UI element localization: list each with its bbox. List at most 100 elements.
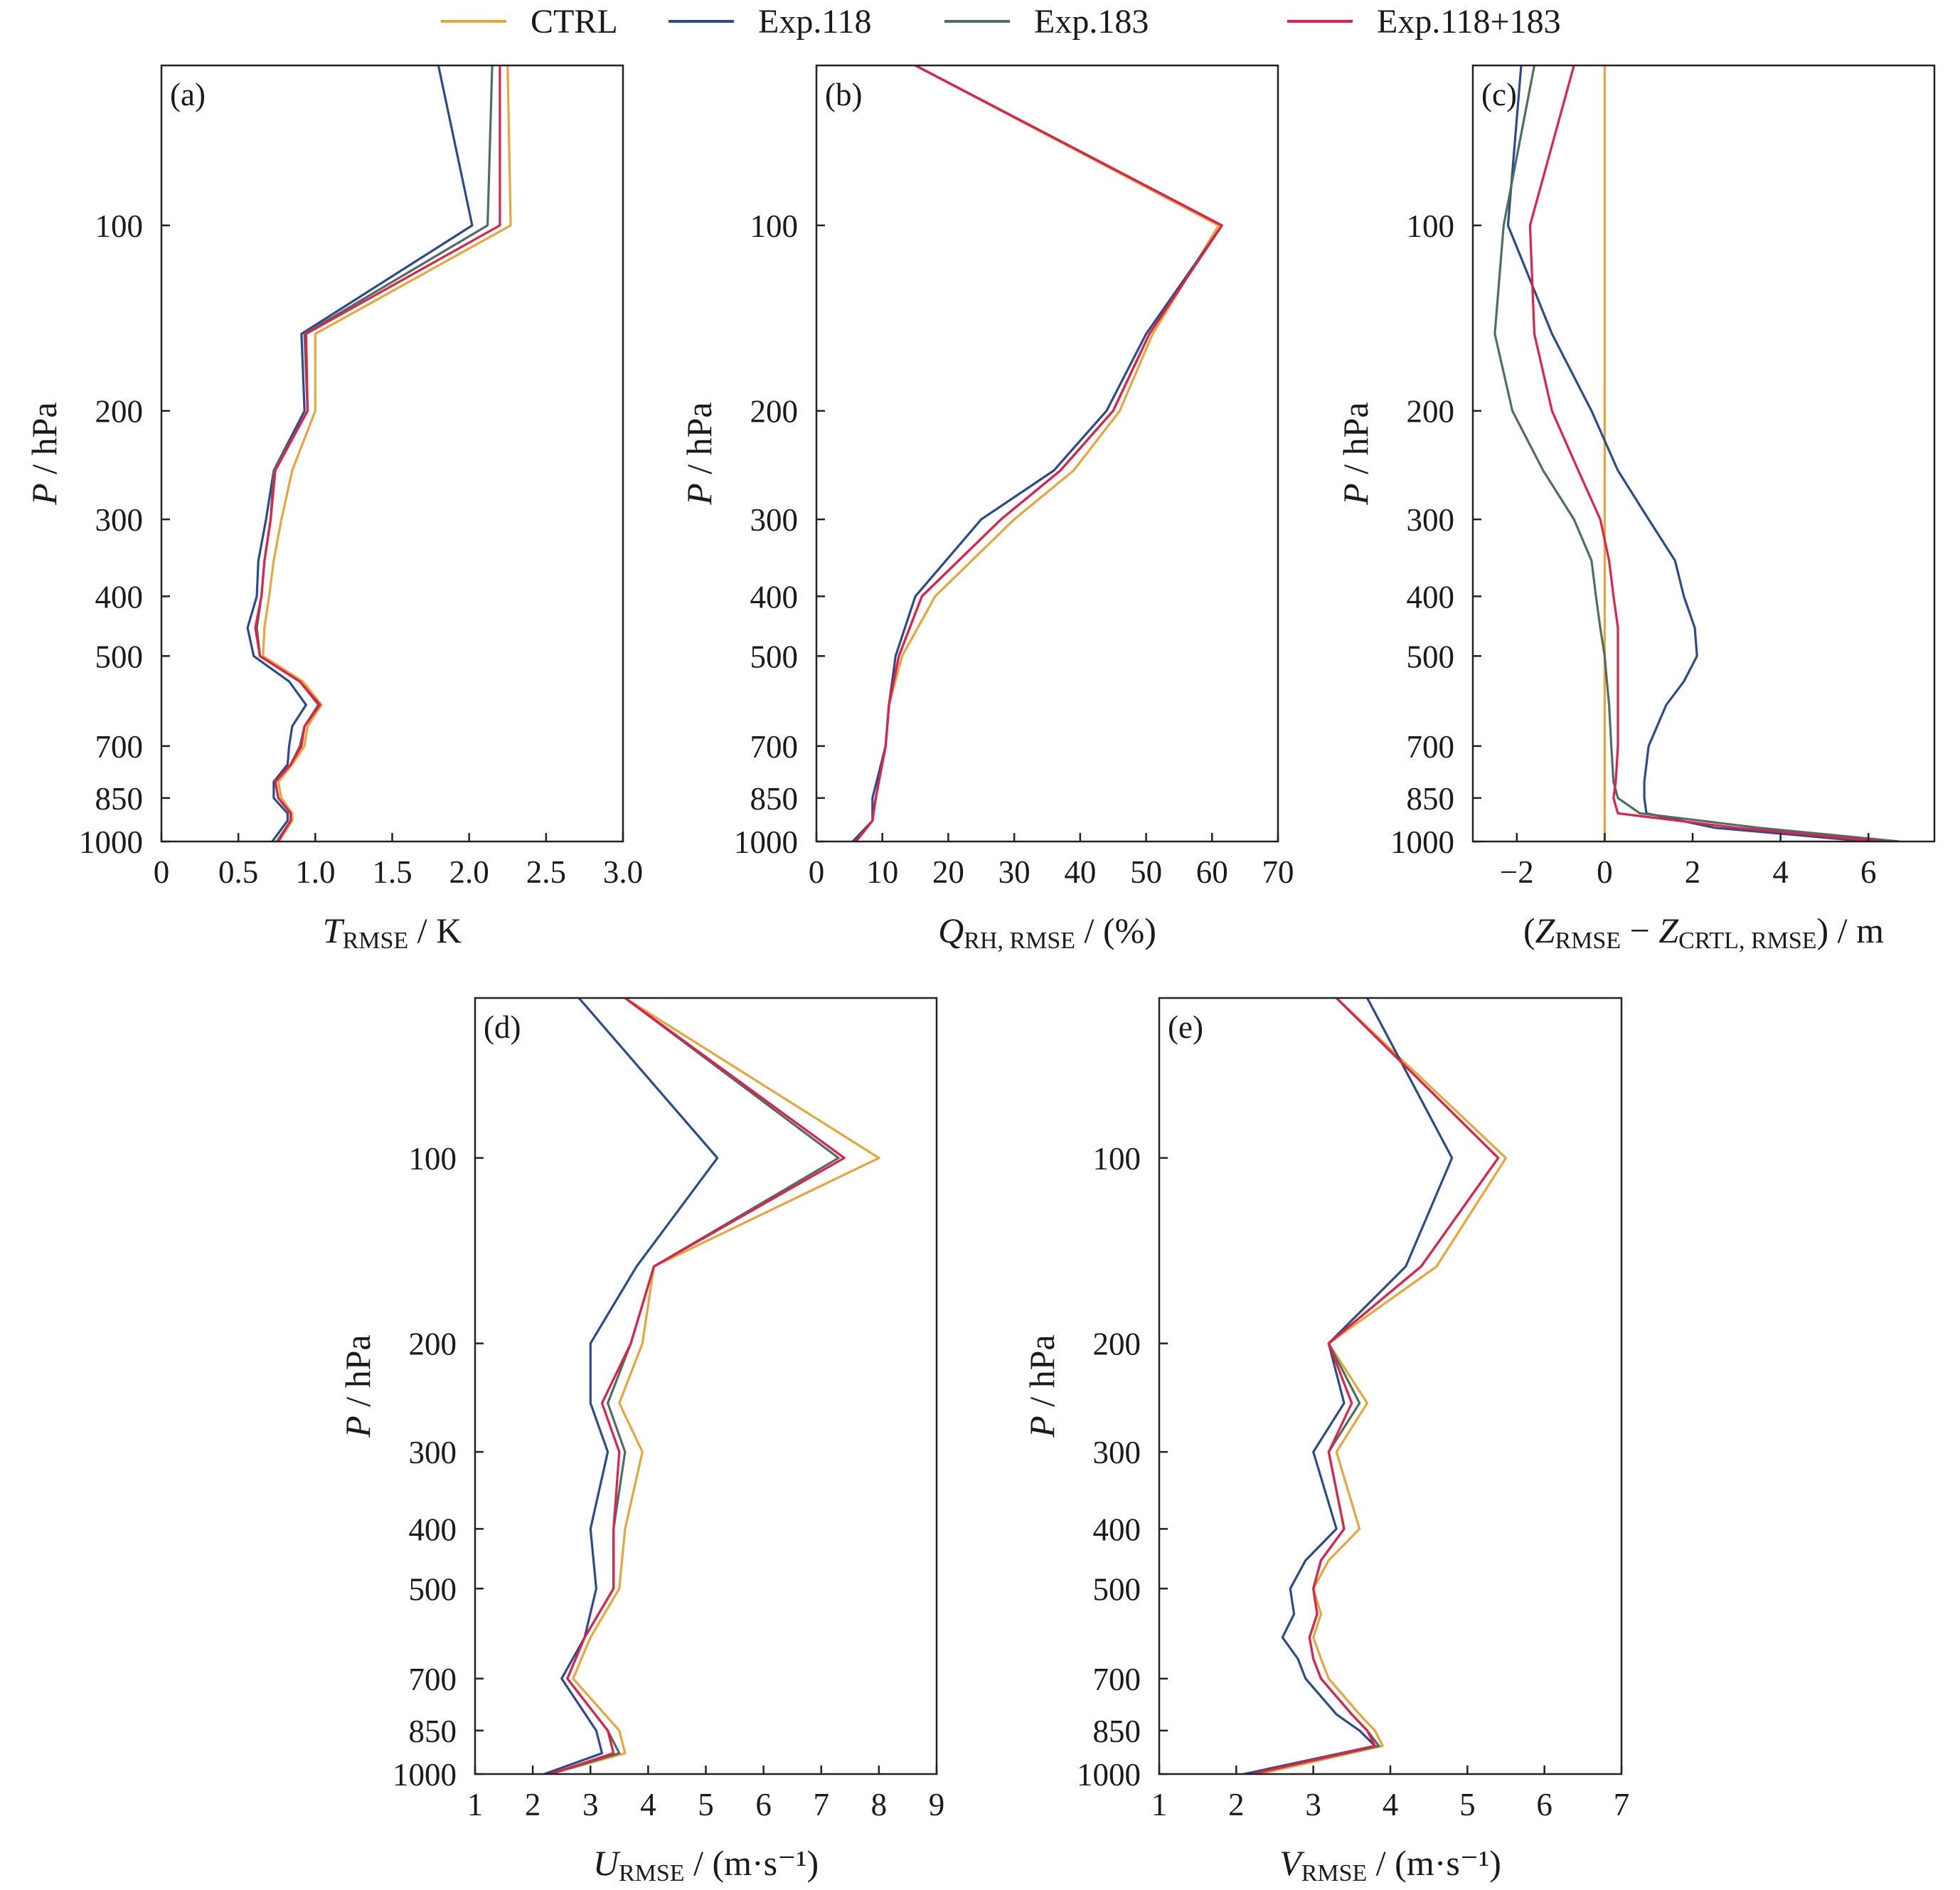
y-tick-label: 500 <box>750 639 799 674</box>
y-axis-label: P / hPa <box>24 402 64 505</box>
x-tick-label: 60 <box>1196 854 1228 890</box>
panel-label: (d) <box>484 1009 521 1045</box>
x-tick-label: 8 <box>871 1787 888 1822</box>
x-tick-label: 3.0 <box>603 854 643 890</box>
x-axis-label-part: − <box>1621 911 1658 950</box>
y-tick-label: 850 <box>750 781 799 817</box>
y-tick-label: 200 <box>1407 394 1455 430</box>
y-tick-label: 700 <box>1407 729 1455 765</box>
x-tick-label: 70 <box>1262 854 1294 890</box>
x-tick-label: 5 <box>698 1787 714 1822</box>
x-tick-label: 2.5 <box>526 854 566 890</box>
series-line-exp-183 <box>1493 65 1901 842</box>
y-tick-label: 400 <box>95 579 144 615</box>
series-line-exp-118-183 <box>1528 65 1883 842</box>
x-axis-label-part: RMSE <box>1555 928 1621 954</box>
y-axis-label-part: / hPa <box>1336 402 1375 483</box>
y-tick-label: 100 <box>409 1141 457 1177</box>
y-tick-label: 400 <box>1407 579 1455 615</box>
x-tick-label: 4 <box>640 1787 656 1822</box>
y-tick-label: 700 <box>1093 1662 1141 1697</box>
panel-4: 1 2 3 4 5 6 7 100 200 300 400 500 700 850 1000 (e) VRMSE… <box>1022 997 1629 1886</box>
y-tick-label: 300 <box>409 1435 457 1470</box>
plot-frame <box>160 64 624 843</box>
y-tick-label: 200 <box>1093 1327 1141 1362</box>
y-tick-label: 850 <box>409 1714 457 1749</box>
y-tick-label: 1000 <box>734 824 798 860</box>
x-axis-label: TRMSE / K <box>323 911 462 954</box>
x-axis-label-part: T <box>323 911 345 950</box>
y-tick-label: 400 <box>750 579 799 615</box>
y-tick-label: 300 <box>95 502 144 538</box>
x-axis-label-part: RMSE <box>619 1860 685 1886</box>
x-tick-label: 40 <box>1064 854 1096 890</box>
y-axis-label-part: P <box>338 1416 378 1438</box>
series-line-ctrl <box>262 65 512 842</box>
y-tick-label: 100 <box>95 208 144 244</box>
panel-0: 0 0.5 1.0 1.5 2.0 2.5 3.0 100 200 300 400 500 700 850… <box>24 64 643 954</box>
y-tick-label: 700 <box>750 729 799 765</box>
y-tick-label: 700 <box>409 1662 457 1697</box>
x-tick-label: 1 <box>1151 1787 1168 1822</box>
x-tick-label: −2 <box>1500 854 1534 890</box>
legend: CTRL Exp.118 Exp.183 Exp.118+183 <box>441 3 1561 41</box>
series-line-ctrl <box>854 65 1220 842</box>
x-axis-label-part: Z <box>1535 911 1556 950</box>
y-axis-label: P / hPa <box>338 1334 378 1438</box>
y-tick-label: 300 <box>750 502 799 538</box>
x-tick-label: 5 <box>1459 1787 1476 1822</box>
x-axis-label-part: U <box>593 1843 621 1883</box>
y-tick-label: 100 <box>1407 208 1455 244</box>
y-tick-label: 500 <box>1093 1571 1141 1607</box>
plot-frame <box>474 997 938 1775</box>
x-tick-label: 0 <box>809 854 825 890</box>
y-tick-label: 850 <box>1093 1714 1141 1749</box>
y-tick-label: 500 <box>409 1571 457 1607</box>
x-tick-label: 4 <box>1772 854 1789 890</box>
y-tick-label: 500 <box>95 639 144 674</box>
x-axis-label: QRH, RMSE / (%) <box>938 911 1156 954</box>
panel-label: (c) <box>1481 77 1517 112</box>
x-axis-label: URMSE / (m·s⁻¹) <box>593 1843 819 1886</box>
x-tick-label: 9 <box>929 1787 945 1822</box>
y-axis-label-part: / hPa <box>679 402 719 483</box>
y-axis-label-part: P <box>1336 483 1375 506</box>
x-tick-label: 3 <box>1305 1787 1321 1822</box>
x-axis-label-part: / (%) <box>1075 911 1156 950</box>
y-axis-label-part: / hPa <box>338 1334 378 1416</box>
series-line-exp-118 <box>1242 998 1454 1774</box>
y-tick-label: 300 <box>1093 1435 1141 1470</box>
x-axis-label-part: RMSE <box>343 928 409 954</box>
series-line-exp-183 <box>854 65 1223 842</box>
y-axis-label: P / hPa <box>679 402 719 505</box>
x-tick-label: 2 <box>1685 854 1701 890</box>
series-line-exp-118 <box>851 65 1223 842</box>
series-line-exp-118 <box>1506 65 1870 842</box>
x-tick-label: 2.0 <box>449 854 489 890</box>
x-axis-label-part: V <box>1279 1843 1305 1883</box>
panel-label: (a) <box>170 77 206 112</box>
x-tick-label: 0 <box>154 854 170 890</box>
x-axis-label-part: RH, RMSE <box>964 928 1075 954</box>
y-tick-label: 1000 <box>1077 1757 1141 1793</box>
y-axis-label-part: P <box>679 483 719 506</box>
x-tick-label: 50 <box>1130 854 1162 890</box>
y-tick-label: 200 <box>95 394 144 430</box>
panel-label: (e) <box>1168 1009 1203 1045</box>
y-axis-label: P / hPa <box>1336 402 1375 505</box>
x-axis-label: (ZRMSE − ZCRTL, RMSE) / m <box>1523 911 1884 954</box>
x-axis-label-part: / K <box>408 911 462 950</box>
y-tick-label: 1000 <box>79 824 143 860</box>
x-tick-label: 4 <box>1383 1787 1399 1822</box>
series-line-exp-118 <box>246 65 474 842</box>
series-line-exp-118-183 <box>1250 998 1500 1774</box>
x-axis-label-part: CRTL, RMSE <box>1678 928 1816 954</box>
y-axis-label: P / hPa <box>1022 1334 1062 1438</box>
plot-frame <box>815 64 1279 843</box>
x-tick-label: 2 <box>1228 1787 1245 1822</box>
x-axis-label-part: Z <box>1658 911 1679 950</box>
x-tick-label: 1.0 <box>295 854 335 890</box>
series-group <box>851 65 1223 842</box>
series-group <box>246 65 512 842</box>
